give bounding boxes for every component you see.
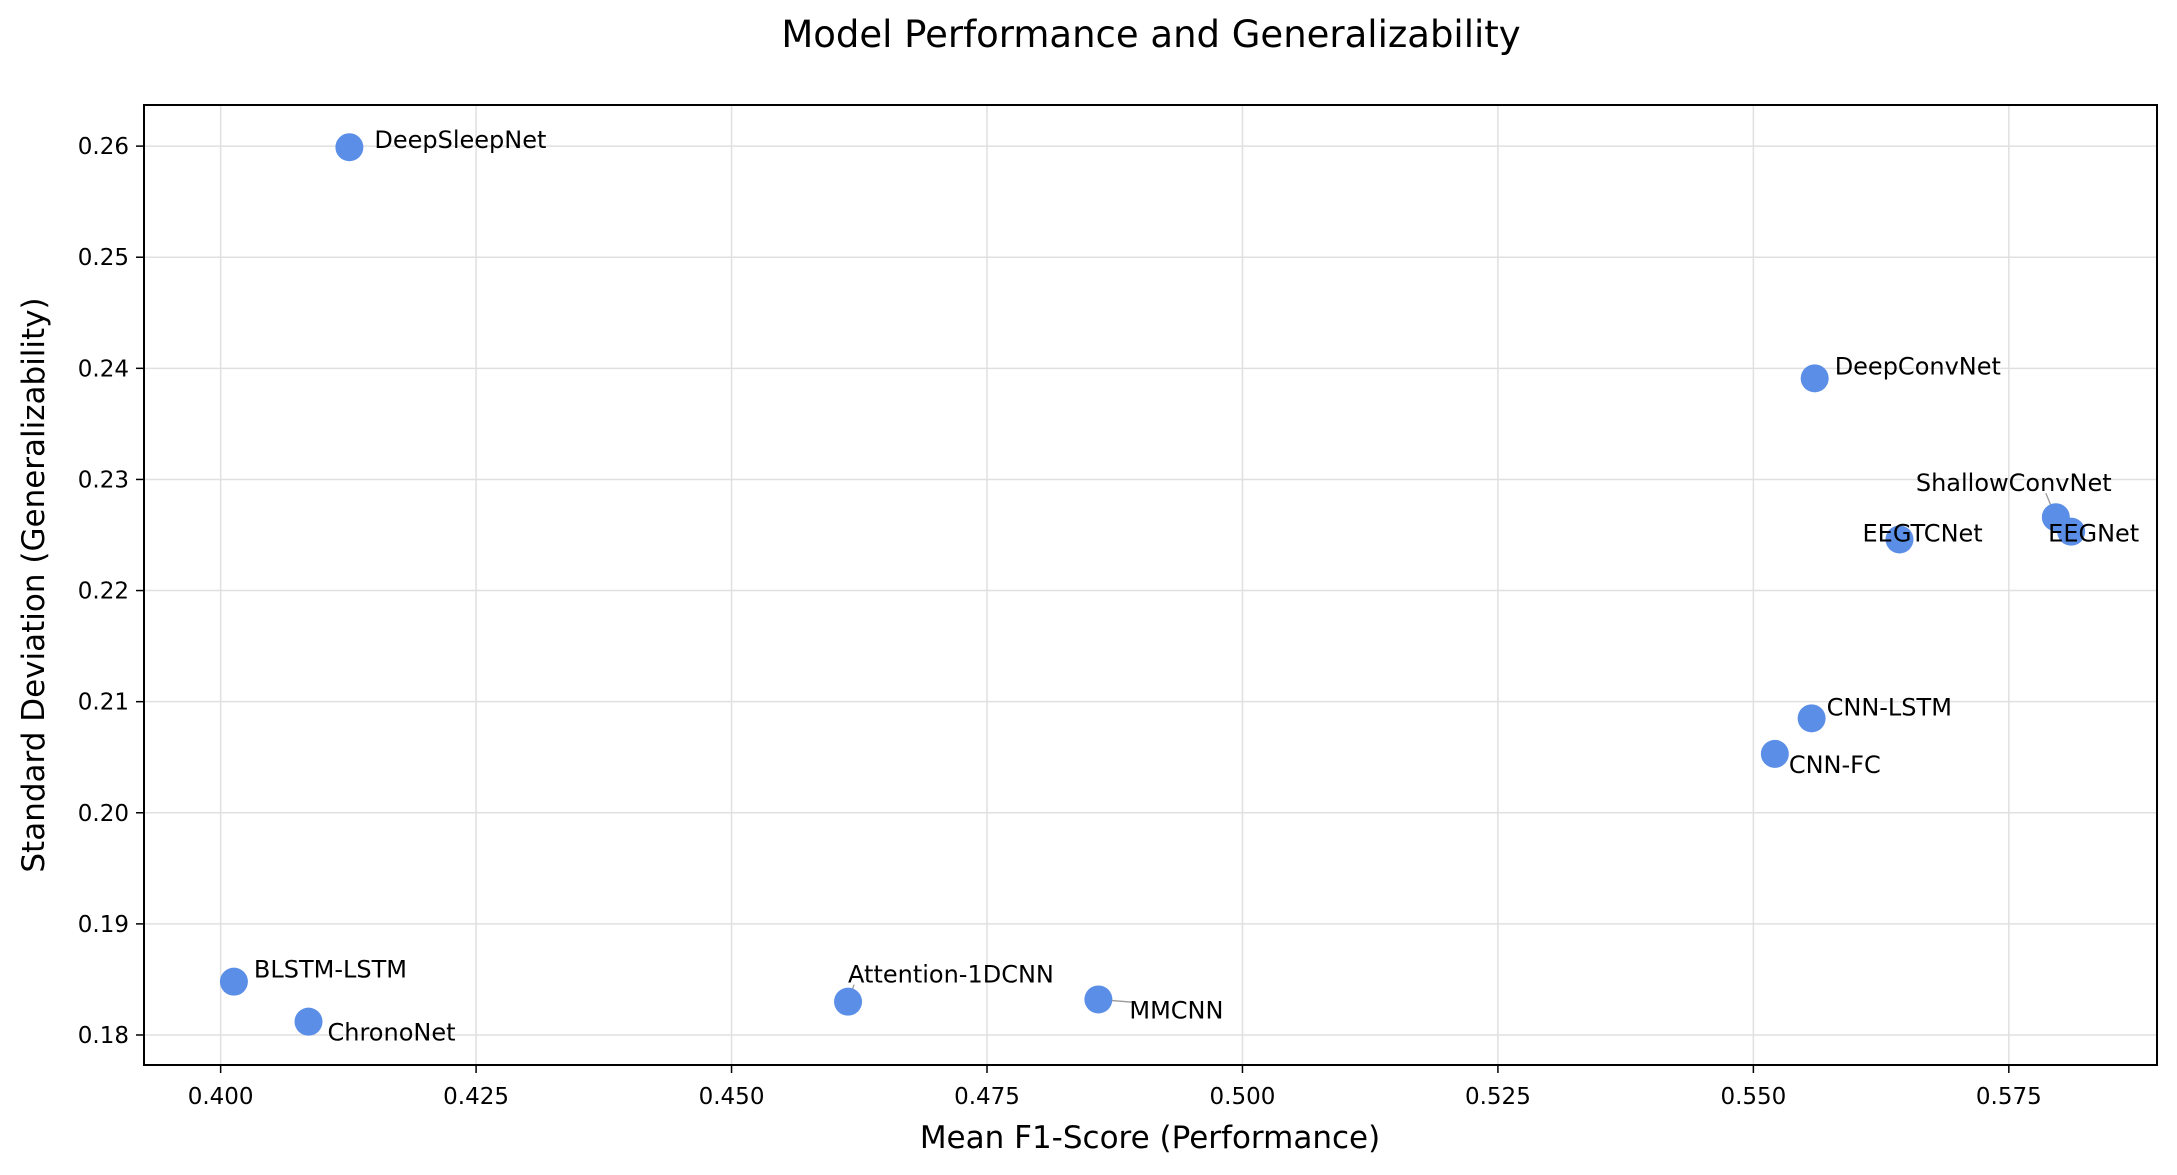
point-label-shallowconvnet: ShallowConvNet <box>1916 469 2112 497</box>
point-deepsleepnet <box>335 133 364 162</box>
point-label-attention-1dcnn: Attention-1DCNN <box>848 961 1054 989</box>
point-eegtcnet <box>1885 525 1914 554</box>
point-deepconvnet <box>1800 364 1829 393</box>
point-blstm-lstm <box>219 967 248 996</box>
tick-layer: 0.400 0.425 0.450 0.475 0.500 0.525 0.550 0.575… <box>78 134 2042 1110</box>
y-tick-label: 0.24 <box>78 356 129 382</box>
y-tick-label: 0.23 <box>78 467 129 493</box>
point-eegnet <box>2057 517 2086 546</box>
point-chrononet <box>294 1007 323 1036</box>
x-tick-label: 0.450 <box>699 1084 765 1110</box>
point-cnn-lstm <box>1797 704 1826 733</box>
y-tick-label: 0.19 <box>78 912 129 938</box>
y-tick-label: 0.25 <box>78 245 129 271</box>
x-tick-label: 0.475 <box>954 1084 1020 1110</box>
y-tick-label: 0.26 <box>78 134 129 160</box>
leader-layer <box>847 492 2057 1004</box>
point-label-deepconvnet: DeepConvNet <box>1835 352 2001 380</box>
point-attention-1dcnn <box>834 987 863 1016</box>
x-tick-label: 0.500 <box>1210 1084 1276 1110</box>
y-tick-label: 0.21 <box>78 690 129 716</box>
x-tick-label: 0.425 <box>443 1084 509 1110</box>
point-label-eegtcnet: EEGTCNet <box>1862 519 1982 547</box>
x-tick-label: 0.575 <box>1976 1084 2042 1110</box>
point-layer <box>219 133 2086 1036</box>
chart-title: Model Performance and Generalizability <box>781 13 1520 56</box>
point-label-chrononet: ChronoNet <box>328 1019 456 1047</box>
y-axis-label: Standard Deviation (Generalizability) <box>16 297 52 872</box>
point-label-cnn-lstm: CNN-LSTM <box>1827 693 1952 721</box>
plot-frame <box>143 104 2158 1066</box>
y-tick-label: 0.20 <box>78 801 129 827</box>
y-tick-label: 0.22 <box>78 579 129 605</box>
x-tick-label: 0.525 <box>1465 1084 1531 1110</box>
point-mmcnn <box>1084 985 1113 1014</box>
x-tick-label: 0.550 <box>1720 1084 1786 1110</box>
x-axis-label: Mean F1-Score (Performance) <box>920 1120 1380 1156</box>
y-tick-label: 0.18 <box>78 1023 129 1049</box>
point-label-cnn-fc: CNN-FC <box>1789 751 1881 779</box>
label-layer: DeepSleepNet DeepConvNet ShallowConvNet EEG… <box>254 126 2139 1046</box>
grid-layer <box>144 105 2157 1065</box>
point-cnn-fc <box>1760 739 1789 768</box>
x-tick-label: 0.400 <box>188 1084 254 1110</box>
point-label-deepsleepnet: DeepSleepNet <box>374 126 546 154</box>
point-label-mmcnn: MMCNN <box>1129 996 1223 1024</box>
point-label-eegnet: EEGNet <box>2048 520 2139 548</box>
point-label-blstm-lstm: BLSTM-LSTM <box>254 956 407 984</box>
